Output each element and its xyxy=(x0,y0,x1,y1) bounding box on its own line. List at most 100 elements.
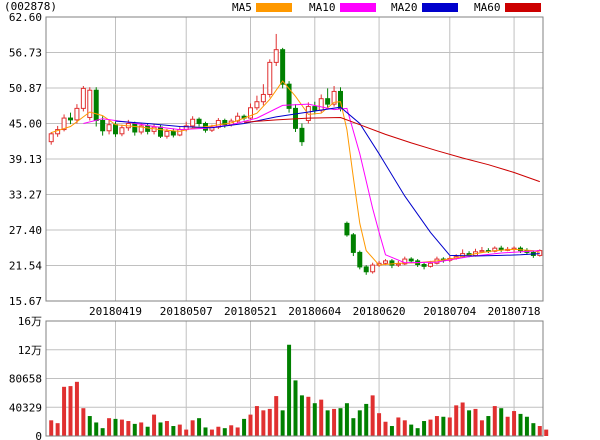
volume-bar xyxy=(422,421,427,436)
volume-bar xyxy=(145,426,150,436)
candle-body xyxy=(132,123,138,133)
volume-bar xyxy=(152,414,157,436)
candle-body xyxy=(196,118,202,125)
ma60-line xyxy=(244,116,540,183)
date-tick-label: 20180718 xyxy=(488,305,541,318)
volume-bar xyxy=(389,426,394,436)
volume-bar xyxy=(364,403,369,436)
volume-bar xyxy=(94,422,99,436)
volume-axis: 16万 12万 80658 40329 0 xyxy=(9,315,42,440)
volume-bar xyxy=(126,421,131,436)
price-panel-frame xyxy=(45,16,544,302)
volume-bar xyxy=(312,403,317,436)
candle-body xyxy=(80,87,86,109)
legend-swatch-ma10 xyxy=(340,3,376,12)
volume-bar xyxy=(512,411,517,436)
candle-body xyxy=(145,125,151,132)
volume-bar xyxy=(132,423,137,436)
volume-bar xyxy=(402,420,407,436)
date-tick-label: 20180507 xyxy=(160,305,213,318)
volume-bar xyxy=(197,418,202,436)
candle-body xyxy=(389,260,395,266)
volume-series xyxy=(49,344,549,436)
volume-bar xyxy=(254,406,259,436)
volume-bar xyxy=(139,422,144,436)
volume-bar xyxy=(119,419,124,436)
price-tick-label: 45.00 xyxy=(9,118,42,131)
grid-lines xyxy=(46,16,543,436)
volume-bar xyxy=(434,416,439,436)
volume-bar xyxy=(229,425,234,436)
volume-bar xyxy=(293,380,298,436)
volume-bar xyxy=(280,410,285,436)
candle-body xyxy=(138,125,144,133)
volume-bar xyxy=(370,395,375,436)
legend-swatch-ma5 xyxy=(256,3,292,12)
candle-body xyxy=(363,266,369,273)
candle-body xyxy=(164,130,170,137)
volume-bar xyxy=(177,424,182,436)
legend-label-ma20: MA20 xyxy=(391,1,418,14)
volume-bar xyxy=(216,426,221,436)
legend-label-ma60: MA60 xyxy=(474,1,501,14)
candle-body xyxy=(190,118,196,127)
candle-body xyxy=(492,247,498,252)
volume-bar xyxy=(383,421,388,436)
candle-body xyxy=(479,250,485,253)
volume-bar xyxy=(55,423,60,436)
volume-bar xyxy=(531,423,536,436)
volume-bar xyxy=(68,386,73,436)
candle-body xyxy=(325,98,331,105)
candle-body xyxy=(74,107,80,121)
volume-bar xyxy=(113,418,118,436)
volume-bar xyxy=(100,428,105,436)
candle-body xyxy=(428,262,433,267)
candle-body xyxy=(383,260,388,264)
volume-bar xyxy=(415,428,420,436)
candle-body xyxy=(87,89,93,118)
volume-bar xyxy=(447,417,452,436)
legend-swatch-ma60 xyxy=(505,3,541,12)
volume-bar xyxy=(87,416,92,436)
volume-bar xyxy=(171,426,176,436)
legend-swatch-ma20 xyxy=(422,3,458,12)
volume-tick-label: 16万 xyxy=(18,315,42,328)
volume-bar xyxy=(299,395,304,436)
ma20-line xyxy=(115,106,540,257)
volume-bar xyxy=(287,344,292,436)
candle-body xyxy=(408,258,414,262)
candle-body xyxy=(312,106,318,111)
moving-average-lines xyxy=(51,80,540,266)
volume-bar xyxy=(267,408,272,436)
date-tick-label: 20180521 xyxy=(224,305,277,318)
volume-bar xyxy=(460,402,465,436)
candle-body xyxy=(177,129,183,136)
candle-body xyxy=(100,119,106,132)
candlestick-series xyxy=(48,33,543,275)
volume-bar xyxy=(518,413,523,436)
ma-legend: MA5 MA10 MA20 MA60 xyxy=(232,1,541,14)
volume-bar xyxy=(479,420,484,436)
candle-body xyxy=(273,49,279,63)
date-tick-label: 20180620 xyxy=(353,305,406,318)
volume-bar xyxy=(492,406,497,436)
price-tick-label: 33.27 xyxy=(9,189,42,202)
chart-frame xyxy=(45,16,544,437)
volume-bar xyxy=(49,420,54,436)
volume-bar xyxy=(332,408,337,436)
candle-body xyxy=(248,107,253,119)
volume-bar xyxy=(242,418,247,436)
candle-body xyxy=(299,127,305,143)
volume-bar xyxy=(396,417,401,436)
date-axis: 20180419 20180507 20180521 20180604 20180620… xyxy=(89,305,541,318)
candle-body xyxy=(170,130,176,136)
candle-body xyxy=(93,89,99,121)
candle-body xyxy=(119,127,125,135)
volume-bar xyxy=(261,410,266,436)
volume-bar xyxy=(325,410,330,436)
candle-body xyxy=(48,133,54,143)
volume-bar xyxy=(544,429,549,436)
volume-bar xyxy=(274,396,279,436)
volume-bar xyxy=(499,408,504,436)
